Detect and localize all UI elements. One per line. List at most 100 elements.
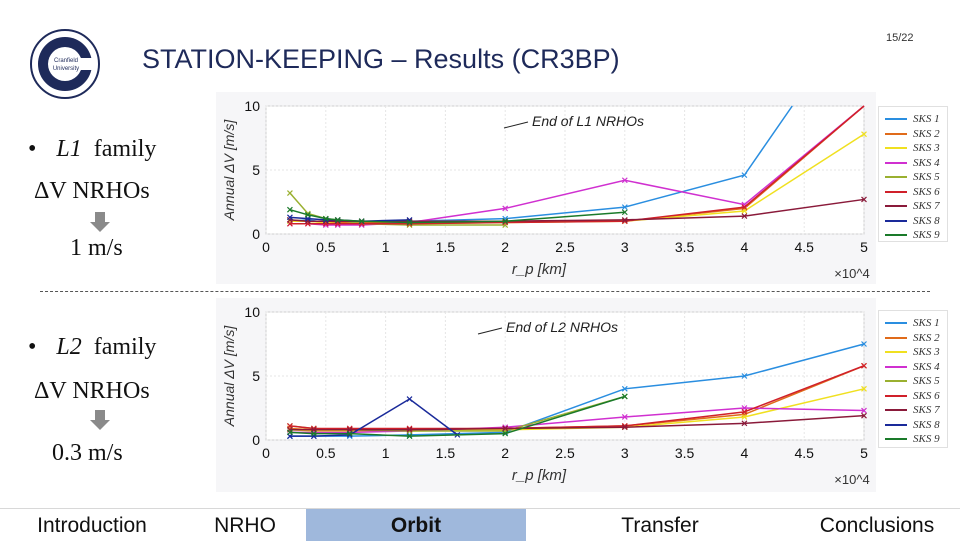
legend-label: SKS 7 — [913, 200, 940, 212]
logo-text-line1: Cranfield — [54, 58, 78, 64]
nav-orbit[interactable]: Orbit — [306, 509, 526, 541]
legend-label: SKS 8 — [913, 214, 940, 227]
data-point — [286, 190, 293, 196]
data-point — [741, 172, 748, 179]
legend-item: SKS 8 — [885, 215, 940, 227]
x-tick-label: 4 — [741, 445, 749, 461]
l1-family-line: • L1 family — [28, 136, 156, 163]
data-point — [861, 407, 867, 414]
data-point — [621, 393, 628, 400]
cranfield-logo: Cranfield University — [29, 28, 101, 100]
x-tick-label: 5 — [860, 239, 868, 255]
legend-label: SKS 4 — [913, 360, 940, 373]
l2-dv-label: ΔV NRHOs — [34, 378, 150, 404]
x-tick-label: 1.5 — [436, 445, 456, 461]
legend-swatch — [885, 380, 907, 383]
legend-item: SKS 1 — [885, 317, 940, 329]
data-point — [861, 131, 867, 138]
l2-value: 0.3 m/s — [52, 440, 123, 466]
series-line-sks-7 — [289, 414, 865, 431]
legend-label: SKS 6 — [913, 389, 940, 402]
legend-label: SKS 4 — [913, 156, 940, 169]
data-point — [621, 204, 628, 211]
x-tick-label: 2.5 — [555, 239, 575, 255]
legend-swatch — [885, 205, 907, 208]
data-point — [502, 205, 509, 212]
y-tick-label: 0 — [252, 226, 260, 242]
legend-swatch — [885, 118, 907, 121]
chart-l2-legend: SKS 1 SKS 2 SKS 3 SKS 4 SKS 5 SKS 6 SKS 7 SKS 8… — [878, 310, 948, 448]
l1-symbol: L1 — [56, 136, 82, 162]
data-point — [322, 215, 329, 222]
x-exponent-label: ×10^4 — [834, 266, 869, 281]
legend-item: SKS 7 — [885, 200, 940, 212]
x-tick-label: 3.5 — [675, 445, 695, 461]
x-tick-label: 3 — [621, 445, 629, 461]
x-tick-label: 5 — [860, 445, 868, 461]
chart-l1-svg: 0 0.5 1 1.5 2 2.5 3 3.5 4 4.5 5 0 5 10 Annual ΔV [m/s]… — [221, 98, 870, 281]
legend-item: SKS 8 — [885, 419, 940, 431]
legend-swatch — [885, 438, 907, 441]
l1-family-label: family — [93, 136, 157, 162]
legend-item: SKS 4 — [885, 361, 940, 373]
legend-label: SKS 1 — [913, 113, 940, 125]
l1-dv-label: ΔV NRHOs — [34, 178, 150, 204]
legend-item: SKS 1 — [885, 113, 940, 125]
x-tick-label: 1 — [382, 239, 390, 255]
page-number: 15/22 — [886, 32, 914, 44]
data-point — [502, 425, 509, 432]
data-point — [741, 373, 748, 379]
legend-label: SKS 3 — [913, 346, 940, 358]
series-line-sks-9 — [289, 395, 626, 437]
legend-item: SKS 9 — [885, 433, 940, 445]
l1-bullet-block: • L1 family ΔV NRHOs 1 m/s — [28, 130, 218, 270]
legend-label: SKS 9 — [913, 433, 940, 445]
legend-item: SKS 3 — [885, 142, 940, 154]
x-axis-label: r_p [km] — [512, 261, 567, 278]
end-of-nrhos-annotation: End of L1 NRHOs — [532, 113, 644, 129]
legend-item: SKS 6 — [885, 186, 940, 198]
data-point — [406, 396, 413, 402]
legend-swatch — [885, 336, 907, 339]
l2-family-label: family — [93, 334, 157, 360]
data-point — [286, 206, 293, 213]
data-point — [304, 211, 311, 218]
chart-l2-svg: 0 0.5 1 1.5 2 2.5 3 3.5 4 4.5 5 0 5 10 Annual ΔV [m/s]… — [221, 304, 870, 487]
nav-introduction[interactable]: Introduction — [37, 514, 147, 537]
y-axis-label: Annual ΔV [m/s] — [221, 119, 237, 222]
legend-swatch — [885, 394, 907, 397]
nav-conclusions[interactable]: Conclusions — [819, 514, 935, 537]
nav-nrho[interactable]: NRHO — [214, 514, 276, 537]
bullet-dot: • — [28, 334, 37, 360]
legend-item: SKS 2 — [885, 128, 940, 140]
legend-item: SKS 9 — [885, 229, 940, 241]
legend-swatch — [885, 147, 907, 150]
legend-swatch — [885, 351, 907, 354]
nav-transfer[interactable]: Transfer — [621, 514, 699, 537]
data-point — [502, 218, 509, 225]
legend-swatch — [885, 161, 907, 164]
x-tick-label: 2 — [501, 239, 509, 255]
data-point — [861, 362, 867, 369]
data-point — [741, 420, 748, 427]
l2-bullet-block: • L2 family ΔV NRHOs 0.3 m/s — [28, 328, 218, 468]
series-line-sks-6 — [289, 105, 865, 225]
legend-label: SKS 2 — [913, 127, 940, 140]
legend-swatch — [885, 132, 907, 135]
data-point — [741, 204, 748, 211]
page-title: STATION-KEEPING – Results (CR3BP) — [142, 44, 620, 74]
chart-l2: 0 0.5 1 1.5 2 2.5 3 3.5 4 4.5 5 0 5 10 Annual ΔV [m/s]… — [216, 298, 876, 492]
legend-swatch — [885, 322, 907, 325]
cranfield-logo-icon: Cranfield University — [30, 29, 100, 99]
legend-item: SKS 6 — [885, 390, 940, 402]
l2-family-line: • L2 family — [28, 334, 156, 361]
legend-label: SKS 1 — [913, 317, 940, 329]
data-point — [861, 341, 867, 347]
annotation-arrow — [503, 121, 529, 129]
data-point — [621, 385, 628, 392]
x-tick-label: 1 — [382, 445, 390, 461]
legend-swatch — [885, 423, 907, 426]
data-point — [741, 414, 748, 420]
y-axis-label: Annual ΔV [m/s] — [221, 325, 237, 428]
data-point — [406, 219, 413, 226]
